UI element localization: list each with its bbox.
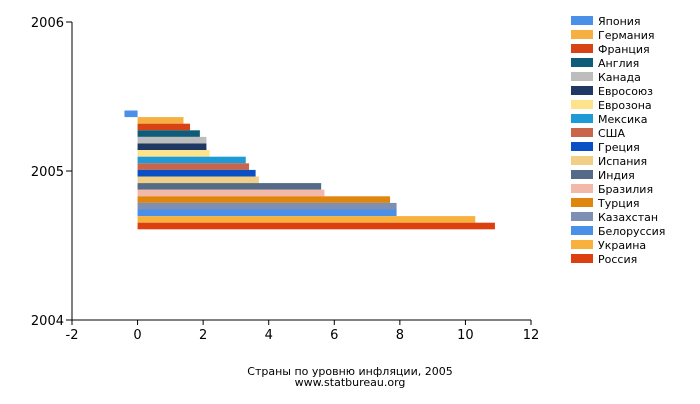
bar-11 [137,176,259,184]
x-tick-label: 10 [457,328,474,343]
legend-label-13: Бразилия [598,183,653,196]
x-tick-label: -2 [66,328,79,343]
legend-label-3: Франция [598,43,650,56]
y-tick-label: 2004 [31,314,64,329]
legend-label-14: Турция [597,197,639,210]
legend-label-16: Белоруссия [598,225,665,238]
bar-9 [137,163,250,170]
bar-10 [137,169,256,177]
legend-swatch-14 [571,198,593,207]
legend-label-6: Евросоюз [598,85,653,98]
legend-swatch-16 [571,226,593,235]
bar-14 [137,196,391,203]
bar-7 [137,150,210,157]
legend-label-12: Индия [598,169,635,182]
legend-swatch-15 [571,212,593,221]
bar-5 [137,136,207,144]
bar-2 [137,117,184,124]
bar-4 [137,130,200,137]
legend-swatch-18 [571,254,593,263]
bar-6 [137,143,207,151]
bar-1 [124,110,138,118]
x-tick-label: 6 [330,328,338,343]
bar-16 [137,209,397,217]
x-tick-label: 12 [523,328,540,343]
legend-swatch-10 [571,142,593,151]
legend-swatch-13 [571,184,593,193]
legend: ЯпонияГерманияФранцияАнглияКанадаЕвросою… [571,15,665,266]
bar-13 [137,189,325,197]
bar-18 [137,222,495,230]
legend-label-2: Германия [598,29,654,42]
legend-label-10: Греция [598,141,640,154]
plot-area [124,110,495,230]
chart-source: www.statbureau.org [295,376,406,389]
legend-label-4: Англия [598,57,639,70]
y-tick-label: 2006 [31,16,64,31]
legend-label-15: Казахстан [598,211,658,224]
legend-swatch-2 [571,30,593,39]
legend-swatch-5 [571,72,593,81]
bar-3 [137,123,191,131]
legend-swatch-1 [571,16,593,25]
bar-8 [137,156,246,164]
legend-swatch-17 [571,240,593,249]
legend-label-17: Украина [598,239,646,252]
legend-swatch-12 [571,170,593,179]
legend-swatch-3 [571,44,593,53]
x-tick-label: 0 [133,328,141,343]
legend-label-18: Россия [598,253,637,266]
x-tick-label: 8 [396,328,404,343]
chart-title: Страны по уровню инфляции, 2005 [247,365,452,378]
legend-label-7: Еврозона [598,99,652,112]
legend-label-9: США [598,127,625,140]
legend-label-11: Испания [598,155,647,168]
bar-15 [137,202,397,210]
legend-label-8: Мексика [598,113,647,126]
legend-swatch-8 [571,114,593,123]
legend-swatch-11 [571,156,593,165]
legend-label-5: Канада [598,71,641,84]
axes: -2 0 2 4 6 8 10 12 2006 2005 2004 [31,16,539,343]
legend-swatch-6 [571,86,593,95]
x-tick-label: 2 [199,328,207,343]
legend-swatch-9 [571,128,593,137]
legend-swatch-4 [571,58,593,67]
legend-label-1: Япония [598,15,641,28]
bar-17 [137,216,476,223]
x-tick-label: 4 [265,328,273,343]
y-tick-label: 2005 [31,165,64,180]
legend-swatch-7 [571,100,593,109]
bar-12 [137,183,322,190]
